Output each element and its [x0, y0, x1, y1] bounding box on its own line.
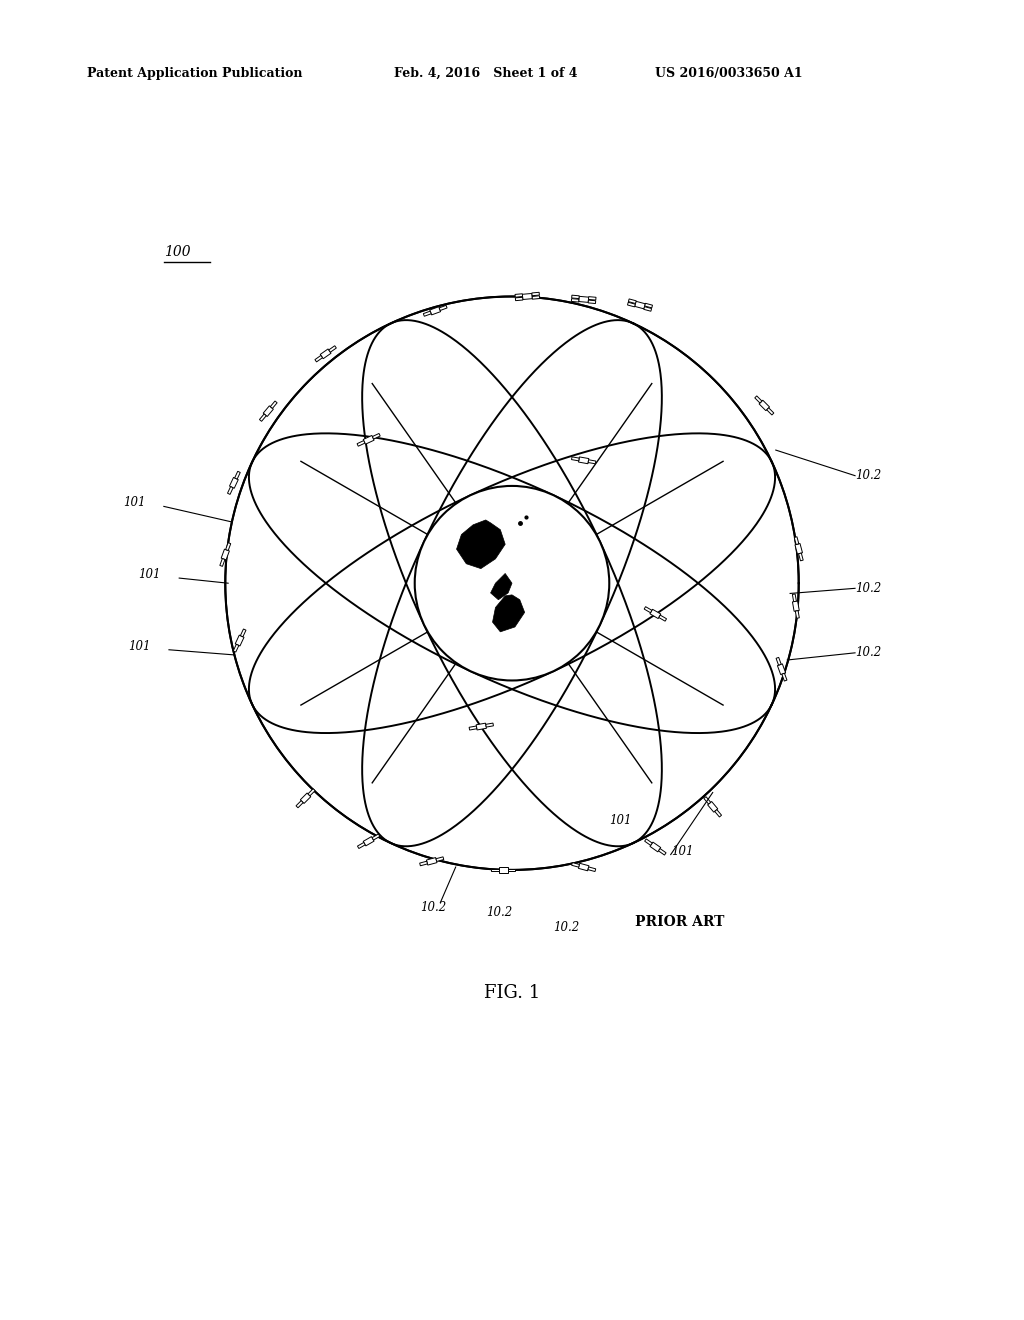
Polygon shape: [225, 543, 230, 550]
Polygon shape: [522, 293, 532, 300]
Polygon shape: [588, 867, 596, 871]
Polygon shape: [629, 298, 636, 304]
Polygon shape: [796, 611, 800, 618]
Polygon shape: [508, 869, 515, 871]
Polygon shape: [776, 657, 781, 665]
Polygon shape: [571, 457, 580, 461]
Polygon shape: [628, 302, 635, 306]
Polygon shape: [241, 630, 246, 636]
Polygon shape: [658, 615, 667, 622]
Polygon shape: [476, 723, 486, 730]
Text: PRIOR ART: PRIOR ART: [635, 915, 724, 929]
Text: 100: 100: [164, 244, 190, 259]
Text: 101: 101: [138, 568, 161, 581]
Polygon shape: [457, 520, 505, 569]
Polygon shape: [635, 301, 645, 309]
Text: 10.2: 10.2: [553, 921, 580, 935]
Polygon shape: [220, 558, 225, 566]
Polygon shape: [493, 595, 524, 632]
Text: Patent Application Publication: Patent Application Publication: [87, 66, 302, 79]
Text: 101: 101: [671, 845, 693, 858]
Polygon shape: [357, 842, 366, 849]
Text: 10.2: 10.2: [855, 647, 882, 659]
Polygon shape: [715, 809, 722, 817]
Polygon shape: [645, 304, 652, 308]
Polygon shape: [799, 553, 803, 561]
Polygon shape: [588, 300, 596, 304]
Polygon shape: [531, 292, 540, 296]
Polygon shape: [300, 793, 311, 804]
Polygon shape: [321, 348, 331, 359]
Polygon shape: [793, 594, 797, 602]
Polygon shape: [364, 436, 374, 445]
Circle shape: [415, 486, 609, 681]
Polygon shape: [227, 487, 233, 495]
Polygon shape: [357, 441, 365, 446]
Polygon shape: [579, 457, 589, 463]
Polygon shape: [315, 355, 323, 362]
Polygon shape: [490, 573, 512, 599]
Polygon shape: [270, 401, 278, 408]
Polygon shape: [793, 601, 800, 611]
Polygon shape: [436, 857, 443, 862]
Text: 10.2: 10.2: [855, 469, 882, 482]
Polygon shape: [492, 869, 499, 871]
Polygon shape: [420, 861, 427, 866]
Polygon shape: [296, 801, 303, 808]
Polygon shape: [423, 312, 431, 317]
Polygon shape: [708, 801, 718, 812]
Polygon shape: [329, 346, 336, 352]
Polygon shape: [499, 867, 508, 873]
Polygon shape: [430, 306, 440, 315]
Text: FIG. 1: FIG. 1: [484, 983, 540, 1002]
Polygon shape: [515, 294, 522, 297]
Polygon shape: [373, 433, 380, 440]
Text: 101: 101: [123, 496, 145, 510]
Polygon shape: [755, 396, 762, 403]
Polygon shape: [703, 797, 711, 804]
Polygon shape: [229, 478, 239, 488]
Polygon shape: [571, 862, 580, 867]
Polygon shape: [650, 842, 660, 851]
Text: 101: 101: [128, 640, 151, 653]
Polygon shape: [263, 405, 273, 417]
Polygon shape: [650, 610, 660, 619]
Polygon shape: [589, 297, 596, 300]
Polygon shape: [469, 726, 477, 730]
Polygon shape: [485, 723, 494, 727]
Polygon shape: [234, 471, 241, 479]
Polygon shape: [644, 306, 651, 312]
Polygon shape: [532, 296, 540, 300]
Text: 101: 101: [609, 814, 632, 826]
Polygon shape: [579, 296, 589, 302]
Polygon shape: [515, 297, 523, 301]
Polygon shape: [795, 537, 799, 545]
Polygon shape: [759, 400, 770, 411]
Polygon shape: [658, 849, 666, 855]
Polygon shape: [795, 544, 803, 554]
Polygon shape: [767, 408, 774, 414]
Polygon shape: [777, 664, 785, 675]
Polygon shape: [364, 837, 374, 846]
Polygon shape: [221, 549, 229, 560]
Polygon shape: [233, 644, 239, 652]
Polygon shape: [588, 459, 596, 463]
Polygon shape: [236, 635, 244, 645]
Polygon shape: [259, 414, 266, 421]
Polygon shape: [571, 296, 580, 298]
Polygon shape: [571, 298, 579, 302]
Text: 10.2: 10.2: [420, 900, 446, 913]
Polygon shape: [645, 840, 652, 845]
Polygon shape: [579, 863, 589, 871]
Polygon shape: [439, 305, 447, 310]
Polygon shape: [644, 607, 652, 612]
Polygon shape: [308, 789, 315, 796]
Text: Feb. 4, 2016   Sheet 1 of 4: Feb. 4, 2016 Sheet 1 of 4: [394, 66, 578, 79]
Text: 10.2: 10.2: [855, 582, 882, 595]
Polygon shape: [372, 834, 380, 840]
Polygon shape: [782, 673, 787, 681]
Polygon shape: [426, 858, 437, 865]
Text: 10.2: 10.2: [486, 906, 513, 919]
Text: US 2016/0033650 A1: US 2016/0033650 A1: [655, 66, 803, 79]
